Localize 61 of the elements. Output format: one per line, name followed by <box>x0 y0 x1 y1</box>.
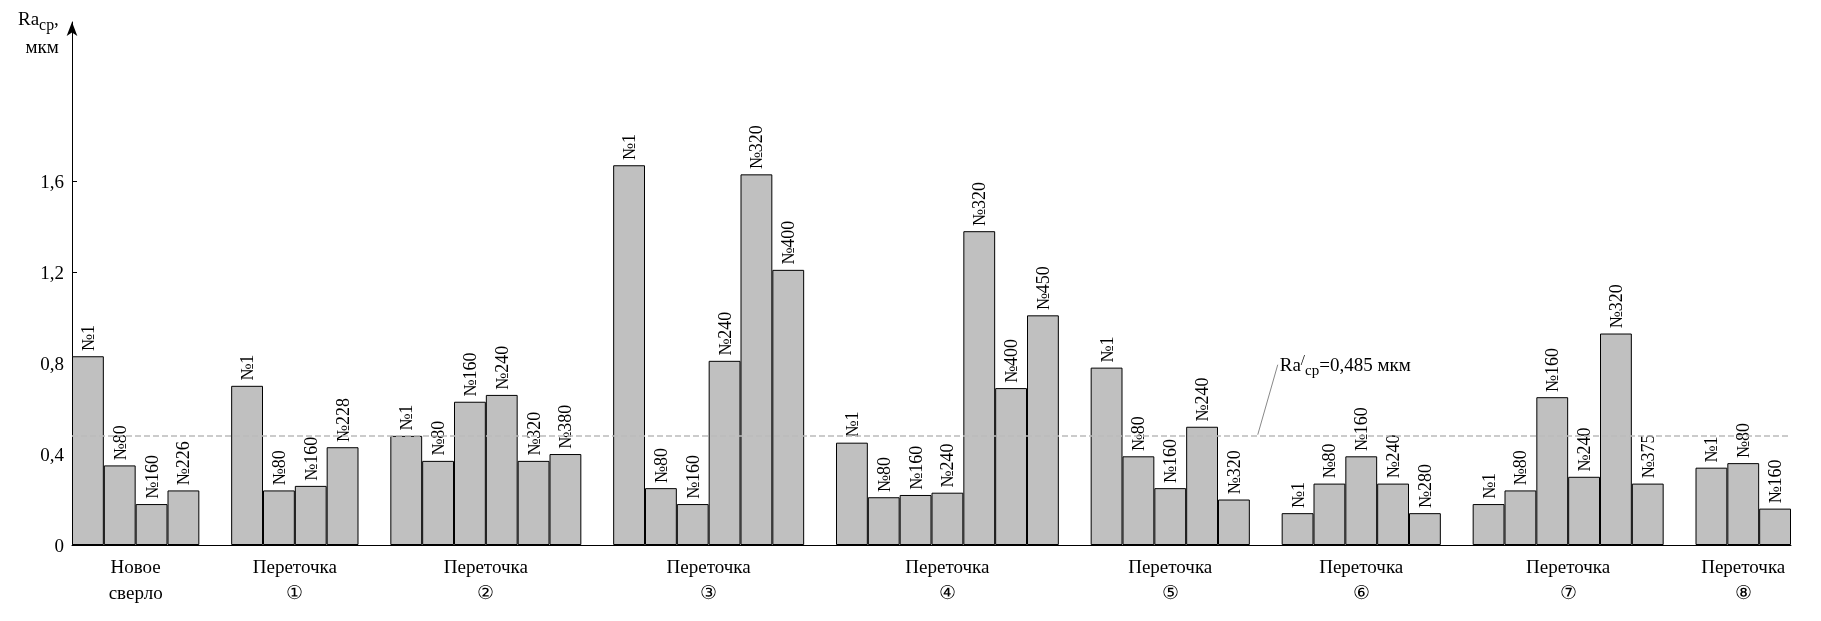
text: Переточка ⑤ <box>1128 555 1213 603</box>
text: Переточка ③ <box>666 555 752 603</box>
x-tick-label: №80 <box>1510 450 1531 486</box>
x-tick-label: №320 <box>1605 284 1626 329</box>
x-tick-label: №160 <box>141 454 162 500</box>
x-tick-label: №160 <box>682 454 703 500</box>
x-tick-label: №80 <box>428 420 449 456</box>
x-tick-label: №1 <box>237 354 258 381</box>
x-tick-label: №400 <box>778 220 799 265</box>
x-tick-label: №160 <box>1542 348 1563 393</box>
text: Переточка ⑧ <box>1701 555 1786 603</box>
x-tick-label: №1 <box>396 404 417 431</box>
x-tick-label: №320 <box>1223 450 1244 495</box>
x-tick-label: №160 <box>905 445 926 490</box>
text: Переточка ④ <box>905 555 991 603</box>
x-tick-label: №226 <box>173 441 194 486</box>
x-tick-label: №240 <box>937 443 958 488</box>
text: Переточка ⑥ <box>1319 555 1404 603</box>
x-tick-label: №80 <box>268 450 289 486</box>
x-tick-label: №1 <box>77 325 98 352</box>
text: Переточка ② <box>443 555 529 603</box>
x-tick-label: №240 <box>1383 434 1404 479</box>
x-tick-label: №160 <box>300 436 321 481</box>
y-tick-label: 0,4 <box>40 443 65 465</box>
x-tick-label: №400 <box>1001 338 1022 384</box>
text: Переточка ⑦ <box>1526 555 1611 603</box>
y-axis-title: Ra$_{ср}$, мкм <box>18 8 59 58</box>
x-tick-label: №228 <box>332 398 353 443</box>
x-tick-label: №160 <box>459 352 480 397</box>
x-tick-label: №80 <box>1128 416 1149 452</box>
x-tick-label: №80 <box>1733 422 1754 459</box>
x-tick-label: №80 <box>1319 443 1340 479</box>
x-tick-label: №240 <box>491 345 512 390</box>
x-tick-label: №80 <box>650 447 671 484</box>
x-tick-label: №280 <box>1414 463 1435 509</box>
x-tick-label: №1 <box>1096 336 1117 363</box>
x-tick-label: №240 <box>714 311 735 356</box>
x-tick-label: №80 <box>873 457 894 493</box>
text: Переточка ① <box>252 555 338 603</box>
x-tick-label: №1 <box>841 411 862 438</box>
x-tick-label: №240 <box>1192 377 1213 422</box>
x-tick-label: №160 <box>1351 407 1372 452</box>
x-tick-label: №450 <box>1032 266 1053 311</box>
x-tick-label: №1 <box>1478 472 1499 500</box>
x-tick-label: №375 <box>1637 434 1658 479</box>
y-tick-label: 0 <box>54 534 64 556</box>
x-tick-label: №380 <box>555 404 576 450</box>
y-tick-label: 1,2 <box>40 261 64 283</box>
x-tick-label: №1 <box>619 134 640 161</box>
x-tick-label: №240 <box>1574 427 1595 472</box>
x-tick-label: №80 <box>109 425 130 461</box>
y-tick-label: 0,8 <box>40 352 64 374</box>
x-tick-label: №320 <box>746 125 767 170</box>
x-tick-label: №320 <box>969 182 990 227</box>
x-tick-label: №160 <box>1765 459 1786 504</box>
text: Новое сверло <box>108 555 163 603</box>
y-tick-label: 1,6 <box>40 170 64 192</box>
x-tick-label: №1 <box>1287 481 1308 509</box>
x-tick-label: №160 <box>1160 438 1181 484</box>
x-tick-label: №320 <box>523 411 544 456</box>
x-tick-label: №1 <box>1701 436 1722 463</box>
